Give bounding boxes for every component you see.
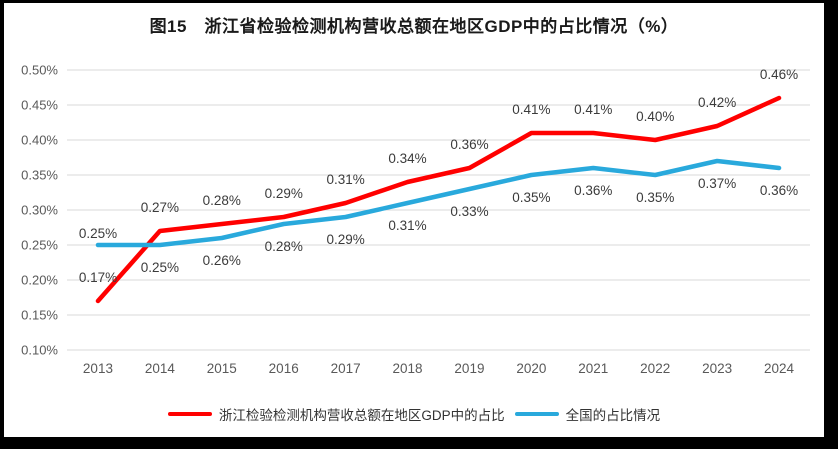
- y-axis-tick-label: 0.30%: [21, 203, 58, 218]
- y-axis-tick-label: 0.40%: [21, 133, 58, 148]
- data-label: 0.27%: [141, 200, 179, 215]
- legend-label: 浙江检验检测机构营收总额在地区GDP中的占比: [218, 408, 505, 423]
- data-label: 0.31%: [388, 218, 426, 233]
- x-axis-tick-label: 2017: [331, 361, 361, 376]
- y-axis-tick-label: 0.50%: [21, 63, 58, 78]
- data-label: 0.42%: [698, 95, 736, 110]
- x-axis-tick-label: 2014: [145, 361, 176, 376]
- x-axis-tick-label: 2019: [454, 361, 484, 376]
- data-label: 0.35%: [512, 190, 550, 205]
- x-axis-tick-label: 2015: [207, 361, 237, 376]
- data-label: 0.29%: [265, 186, 303, 201]
- series-line-national: [95, 158, 782, 248]
- data-label: 0.26%: [203, 253, 241, 268]
- data-label: 0.29%: [326, 232, 364, 247]
- y-axis-tick-label: 0.20%: [21, 273, 58, 288]
- data-label: 0.37%: [698, 176, 736, 191]
- chart-canvas: 0.50% 0.45% 0.40% 0.35% 0.30% 0.25% 0.20% 0.15%…: [4, 3, 824, 437]
- x-axis-tick-label: 2020: [516, 361, 546, 376]
- x-axis-tick-label: 2013: [83, 361, 113, 376]
- y-axis-tick-label: 0.25%: [21, 238, 58, 253]
- series-line-zhejiang: [95, 95, 782, 304]
- data-label: 0.35%: [636, 190, 674, 205]
- data-label: 0.17%: [79, 270, 117, 285]
- data-label: 0.34%: [388, 151, 426, 166]
- legend: 浙江检验检测机构营收总额在地区GDP中的占比 全国的占比情况: [4, 404, 824, 424]
- x-axis-tick-label: 2021: [578, 361, 608, 376]
- plot-area: 0.50% 0.45% 0.40% 0.35% 0.30% 0.25% 0.20% 0.15%…: [21, 63, 810, 376]
- y-axis-tick-label: 0.45%: [21, 98, 58, 113]
- data-label: 0.46%: [760, 67, 798, 82]
- data-label: 0.36%: [450, 137, 488, 152]
- data-label: 0.31%: [326, 172, 364, 187]
- legend-label: 全国的占比情况: [565, 408, 661, 423]
- y-axis-tick-label: 0.15%: [21, 308, 58, 323]
- legend-item-national: 全国的占比情况: [514, 404, 661, 424]
- data-label: 0.28%: [265, 239, 303, 254]
- legend-swatch: [167, 412, 212, 416]
- x-axis-tick-label: 2022: [640, 361, 670, 376]
- data-label: 0.36%: [760, 183, 798, 198]
- data-label: 0.28%: [203, 193, 241, 208]
- data-label: 0.25%: [79, 226, 117, 241]
- x-axis-tick-label: 2024: [764, 361, 795, 376]
- data-label: 0.33%: [450, 204, 488, 219]
- y-axis-tick-label: 0.10%: [21, 343, 58, 358]
- x-axis-tick-label: 2016: [269, 361, 299, 376]
- legend-item-zhejiang: 浙江检验检测机构营收总额在地区GDP中的占比: [167, 404, 505, 424]
- data-label: 0.41%: [512, 102, 550, 117]
- y-axis-tick-label: 0.35%: [21, 168, 58, 183]
- data-label: 0.25%: [141, 260, 179, 275]
- x-axis-tick-label: 2018: [393, 361, 423, 376]
- legend-swatch: [514, 412, 559, 416]
- data-label: 0.40%: [636, 109, 674, 124]
- chart-title: 图15 浙江省检验检测机构营收总额在地区GDP中的占比情况（%）: [149, 17, 679, 36]
- x-axis-tick-label: 2023: [702, 361, 732, 376]
- data-label: 0.41%: [574, 102, 612, 117]
- data-label: 0.36%: [574, 183, 612, 198]
